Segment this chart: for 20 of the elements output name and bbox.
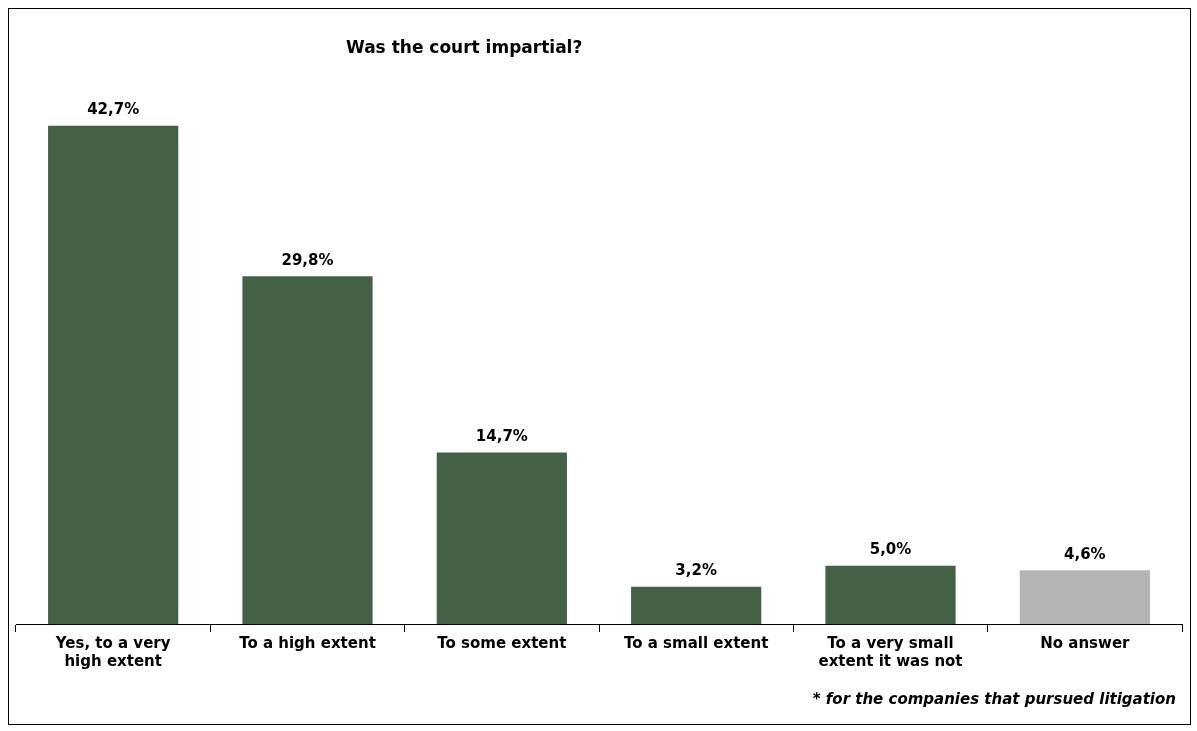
- bar: [1019, 570, 1150, 624]
- bar: [242, 276, 373, 624]
- data-label: 5,0%: [869, 540, 912, 559]
- bar: [631, 586, 762, 624]
- x-tick-label: To a small extent: [623, 633, 769, 652]
- data-label: 4,6%: [1064, 544, 1106, 563]
- data-label: 14,7%: [475, 426, 528, 445]
- x-tick-label: Yes, to a very high extent: [54, 633, 171, 670]
- bar: [436, 452, 567, 624]
- bar: [48, 125, 179, 624]
- x-tick-label: To some extent: [437, 633, 567, 652]
- x-tick-label: To a very small extent it was not: [818, 633, 963, 670]
- x-tick-label: No answer: [1040, 633, 1131, 652]
- data-label: 3,2%: [675, 561, 717, 580]
- data-label: 29,8%: [281, 250, 334, 269]
- text: * for the companies that pursued litigation: [812, 690, 1176, 708]
- bar: [825, 565, 956, 624]
- x-tick-label: To a high extent: [239, 633, 376, 652]
- chart-title: Was the court impartial?: [346, 37, 583, 57]
- data-label: 42,7%: [87, 100, 140, 119]
